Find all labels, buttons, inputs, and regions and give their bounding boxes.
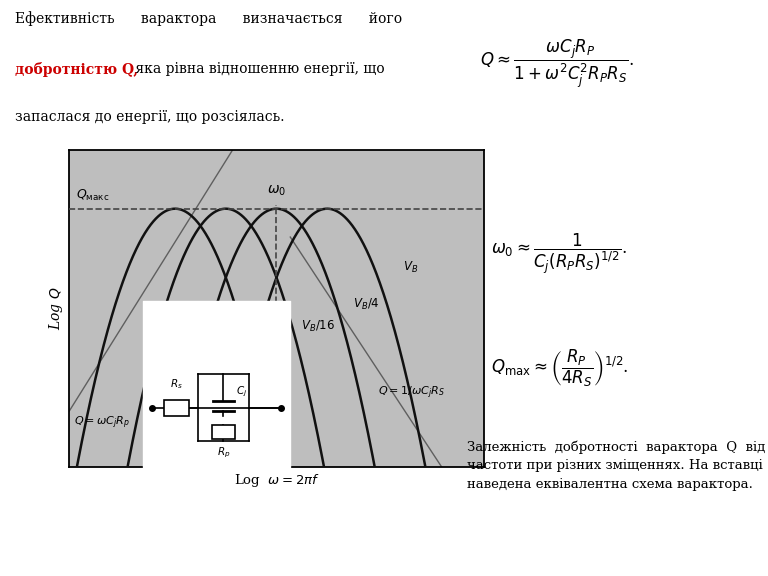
Text: $Q=\omega C_j R_p$: $Q=\omega C_j R_p$ [74, 414, 130, 430]
Text: $V_B$: $V_B$ [402, 260, 418, 275]
Text: яка рівна відношенню енергії, що: яка рівна відношенню енергії, що [131, 62, 385, 76]
Text: $R_s$: $R_s$ [170, 377, 183, 391]
Text: Залежність  добротності  варактора  Q  від
частоти при різних зміщеннях. На вста: Залежність добротності варактора Q від ч… [467, 440, 765, 491]
Text: $\omega_0 \approx \dfrac{1}{C_j (R_P R_S)^{1/2}}$.: $\omega_0 \approx \dfrac{1}{C_j (R_P R_S… [491, 231, 627, 276]
Text: $R_p$: $R_p$ [217, 446, 230, 460]
Text: $\omega_0$: $\omega_0$ [267, 183, 286, 198]
Text: $Q_{\mathit{\text{макс}}}$: $Q_{\mathit{\text{макс}}}$ [76, 188, 109, 203]
Bar [212, 425, 235, 438]
Text: добротністю Q,: добротністю Q, [15, 62, 138, 77]
Text: $C_j$: $C_j$ [236, 384, 247, 399]
Text: $Q \approx \dfrac{\omega C_j R_P}{1+\omega^2 C_j^2 R_P R_S}$.: $Q \approx \dfrac{\omega C_j R_P}{1+\ome… [479, 37, 634, 89]
Text: $Q_{\mathrm{max}} \approx \left(\dfrac{R_P}{4R_S}\right)^{1/2}$.: $Q_{\mathrm{max}} \approx \left(\dfrac{R… [491, 348, 628, 389]
Text: $V_B/16$: $V_B/16$ [301, 319, 335, 334]
Text: Ефективність      варактора      визначається      його: Ефективність варактора визначається його [15, 12, 402, 26]
Text: запаслася до енергії, що розсіялась.: запаслася до енергії, що розсіялась. [15, 111, 285, 124]
Text: $V_B/4$: $V_B/4$ [353, 297, 379, 312]
X-axis label: Log  $\omega = 2\pi f$: Log $\omega = 2\pi f$ [233, 472, 319, 489]
Y-axis label: Log $Q$: Log $Q$ [47, 286, 65, 330]
Bar [164, 400, 189, 416]
Text: $Q=1/\omega C_j R_S$: $Q=1/\omega C_j R_S$ [378, 385, 445, 401]
Text: $V_B/64$: $V_B/64$ [250, 319, 284, 334]
